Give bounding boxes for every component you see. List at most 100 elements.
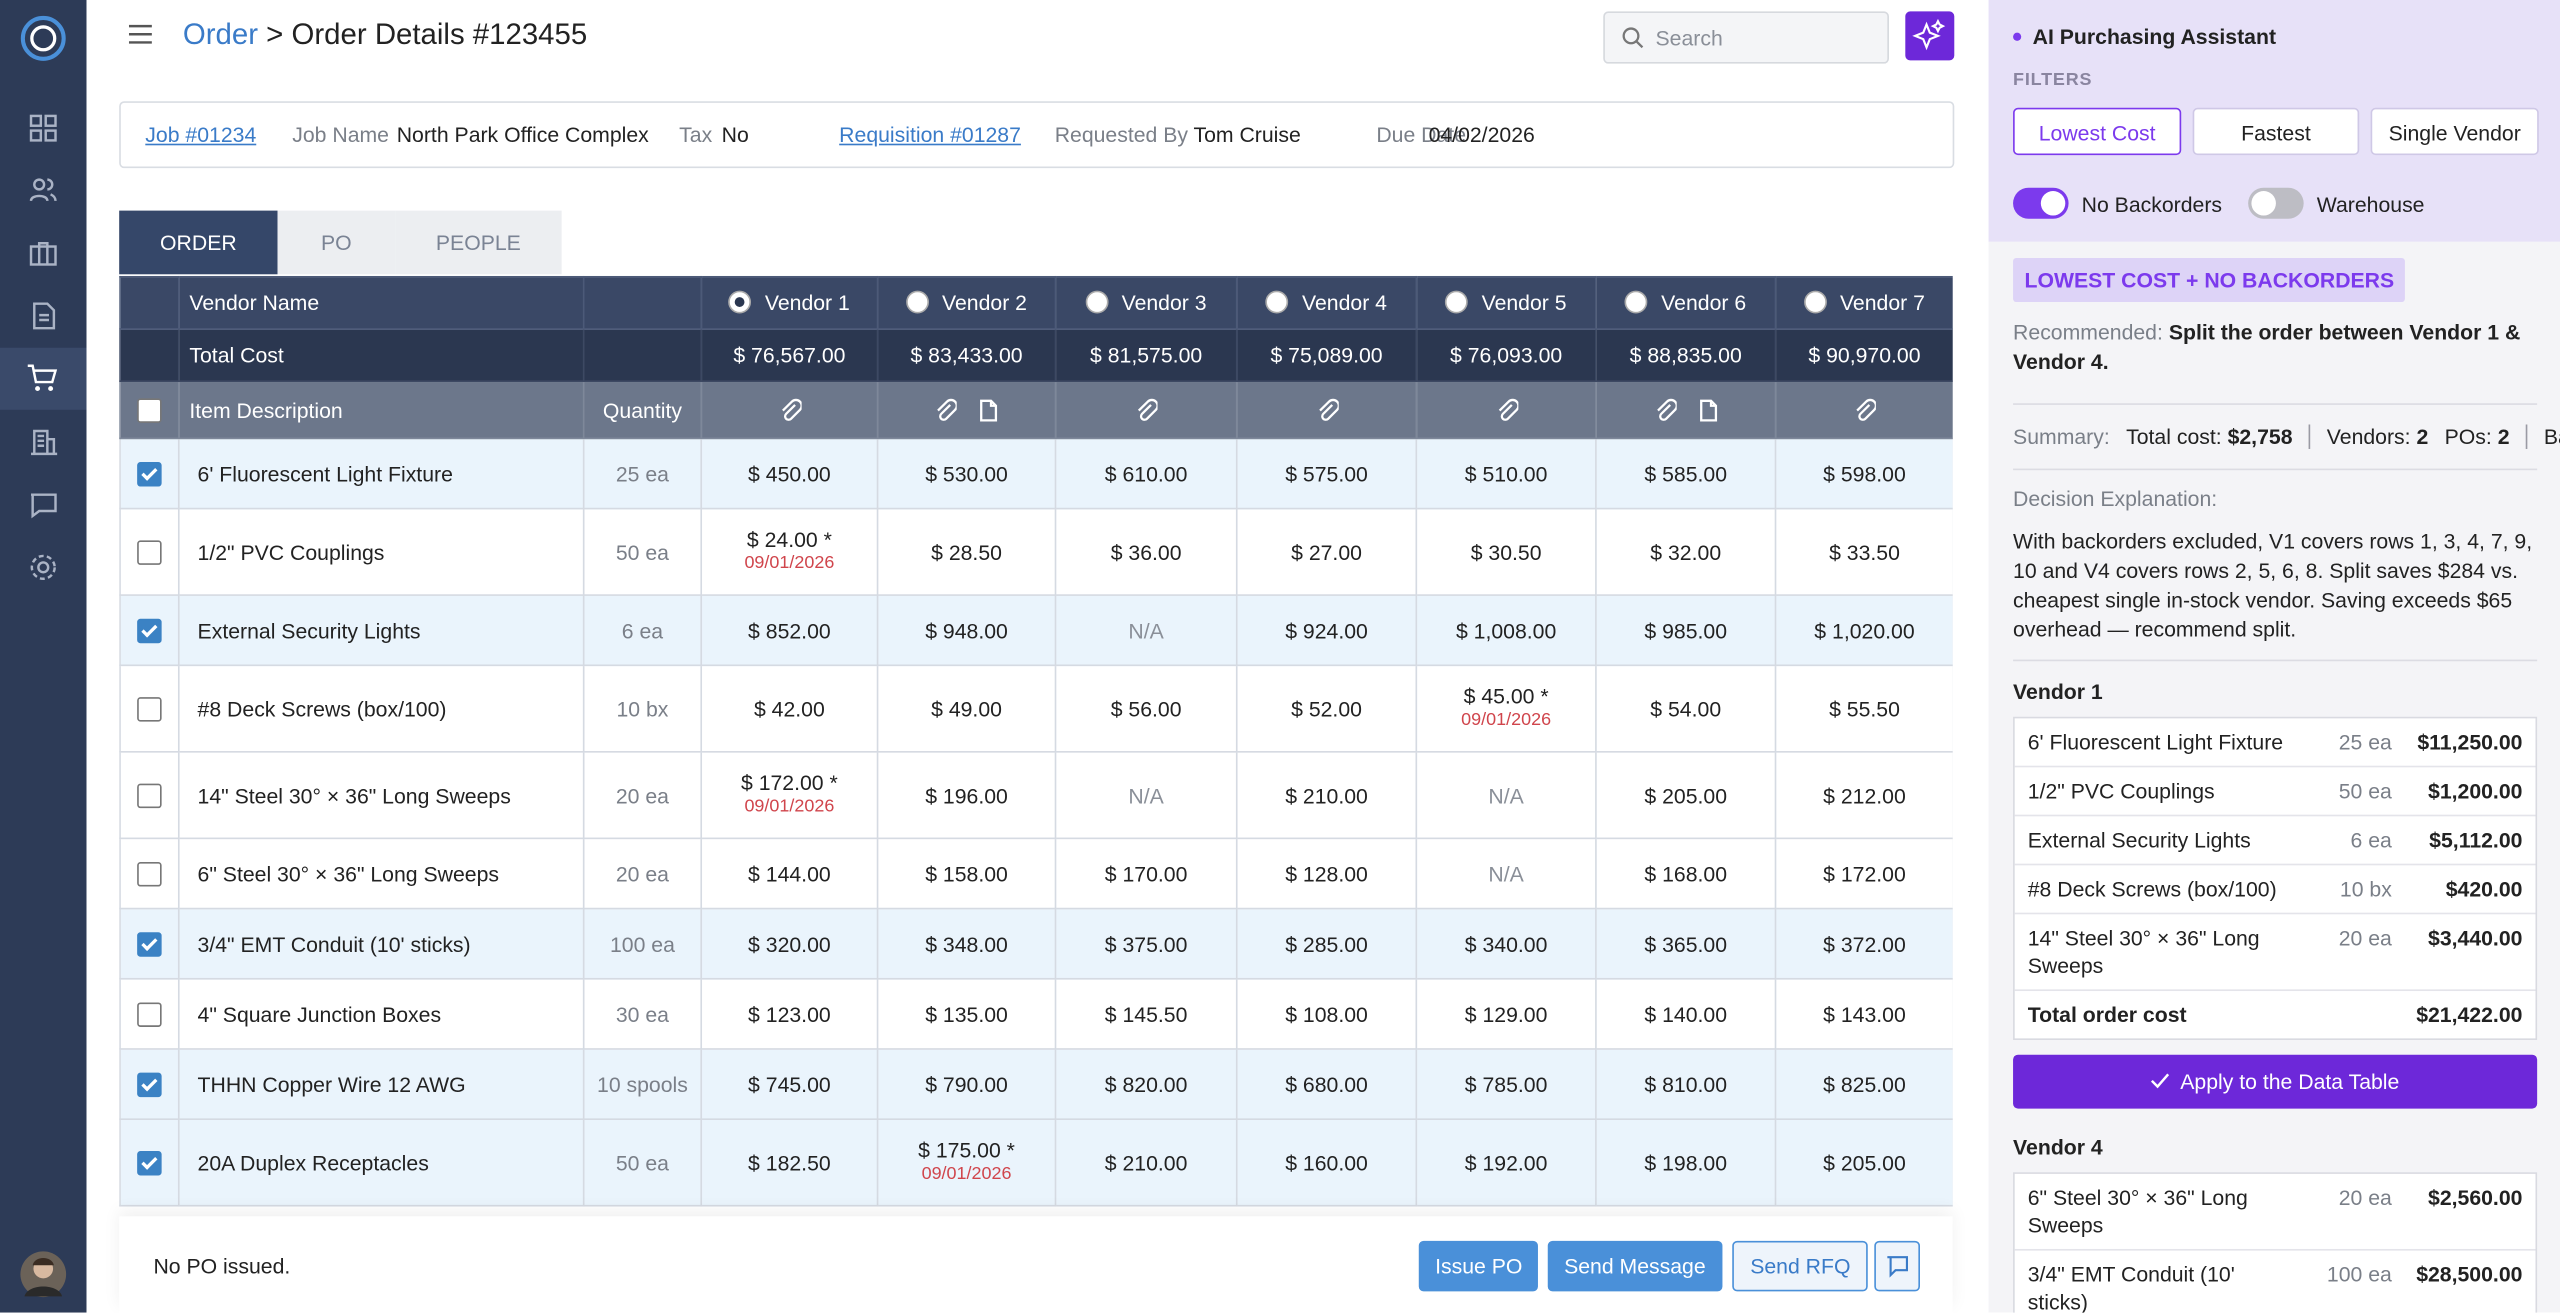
attachment-icon[interactable] bbox=[1315, 398, 1340, 422]
vendor-list: 6" Steel 30° × 36" Long Sweeps 20 ea $2,56… bbox=[2013, 1172, 2538, 1313]
assistant-panel: AI Purchasing Assistant FILTERS LOWEST C… bbox=[1988, 0, 2560, 1313]
tab[interactable]: ORDER bbox=[119, 210, 278, 275]
attachment-cell bbox=[1235, 380, 1418, 440]
toggle[interactable] bbox=[2248, 187, 2304, 219]
list-item-quantity: 20 ea bbox=[2338, 1185, 2392, 1210]
select-all-checkbox[interactable] bbox=[137, 398, 162, 423]
price-cell: $ 56.00 bbox=[1054, 664, 1238, 753]
nav-dashboard[interactable] bbox=[28, 113, 59, 144]
vendor-radio[interactable] bbox=[728, 290, 752, 314]
vendor-radio[interactable] bbox=[1266, 290, 1289, 314]
nav-messages[interactable] bbox=[28, 490, 59, 521]
vendor-total: $ 76,567.00 bbox=[700, 328, 879, 383]
nav-settings[interactable] bbox=[28, 552, 59, 583]
price-cell: $ 36.00 bbox=[1054, 507, 1238, 597]
footer-button[interactable]: Send Message bbox=[1547, 1240, 1723, 1292]
ai-button[interactable] bbox=[1905, 11, 1955, 61]
menu-icon[interactable] bbox=[127, 23, 153, 46]
attachment-icon[interactable] bbox=[778, 398, 802, 422]
quantity: 6 ea bbox=[582, 594, 703, 667]
apply-button[interactable]: Apply to the Data Table bbox=[2013, 1054, 2538, 1109]
price-cell: $ 123.00 bbox=[700, 978, 879, 1050]
row-checkbox[interactable] bbox=[137, 932, 162, 957]
document-icon[interactable] bbox=[976, 398, 999, 422]
row-checkbox[interactable] bbox=[137, 697, 162, 722]
filter-button[interactable]: Lowest Cost bbox=[2013, 107, 2182, 156]
search-box[interactable]: Search bbox=[1603, 11, 1889, 64]
list-item-quantity: 100 ea bbox=[2326, 1262, 2392, 1287]
cell bbox=[119, 507, 180, 597]
cell bbox=[119, 437, 180, 510]
vendor-radio[interactable] bbox=[906, 290, 929, 314]
price-cell: $ 135.00 bbox=[876, 978, 1057, 1050]
price-cell: $ 182.50 bbox=[700, 1118, 879, 1207]
job-link[interactable]: Job #01234 bbox=[145, 122, 257, 147]
list-item-name: External Security Lights bbox=[2027, 827, 2251, 853]
tabs: ORDER PO PEOPLE bbox=[119, 210, 562, 275]
vendor-radio[interactable] bbox=[1085, 290, 1109, 314]
footer-button[interactable]: Send RFQ bbox=[1732, 1240, 1869, 1292]
toggle[interactable] bbox=[2013, 187, 2069, 219]
cell bbox=[119, 1118, 180, 1207]
nav-people[interactable] bbox=[28, 175, 59, 206]
row-checkbox[interactable] bbox=[137, 1072, 162, 1098]
attachment-icon[interactable] bbox=[1135, 398, 1159, 422]
filter-button[interactable]: Single Vendor bbox=[2370, 107, 2539, 156]
vendor-cell: Vendor 2 bbox=[876, 275, 1057, 330]
vendor-radio[interactable] bbox=[1804, 290, 1827, 314]
avatar[interactable] bbox=[20, 1251, 67, 1298]
tax: No bbox=[721, 122, 749, 147]
row-checkbox[interactable] bbox=[137, 862, 162, 887]
price-cell: $ 175.00 * 09/01/2026 bbox=[876, 1118, 1057, 1207]
nav-jobs[interactable] bbox=[28, 238, 59, 269]
row-checkbox[interactable] bbox=[137, 540, 162, 566]
price-cell: $ 340.00 bbox=[1415, 907, 1597, 980]
vendor-total: $ 90,970.00 bbox=[1774, 328, 1953, 383]
row-checkbox[interactable] bbox=[137, 462, 162, 487]
attachment-icon[interactable] bbox=[1495, 398, 1519, 422]
vendor-total: $ 83,433.00 bbox=[876, 328, 1057, 383]
tab[interactable]: PO bbox=[277, 210, 396, 275]
list-item: 14" Steel 30° × 36" Long Sweeps 20 ea $3,4… bbox=[2014, 914, 2536, 992]
nav-buildings[interactable] bbox=[28, 426, 59, 457]
price-cell: $ 128.00 bbox=[1235, 837, 1418, 910]
row-checkbox[interactable] bbox=[137, 783, 162, 809]
price-cell: $ 530.00 bbox=[876, 437, 1057, 510]
nav-orders[interactable] bbox=[0, 347, 87, 410]
vendor-radio[interactable] bbox=[1445, 290, 1469, 314]
vendor-cell: Vendor 5 bbox=[1415, 275, 1597, 330]
quantity: 50 ea bbox=[582, 507, 703, 597]
nav-documents[interactable] bbox=[28, 300, 59, 331]
attachment-icon[interactable] bbox=[1653, 398, 1678, 422]
requisition-link[interactable]: Requisition #01287 bbox=[839, 122, 1021, 147]
header-cell: Item Description bbox=[177, 380, 585, 440]
summary-key: Backorders: bbox=[2543, 424, 2560, 449]
vendor-list: 6' Fluorescent Light Fixture 25 ea $11,250… bbox=[2013, 716, 2538, 1040]
document-icon[interactable] bbox=[1696, 398, 1719, 422]
row-checkbox[interactable] bbox=[137, 618, 162, 644]
summary-item: POs: 2 bbox=[2445, 424, 2510, 448]
breadcrumb-link[interactable]: Order bbox=[182, 17, 258, 51]
cell bbox=[119, 328, 180, 383]
backorder-price: $ 175.00 * bbox=[918, 1138, 1015, 1163]
price-cell: $ 924.00 bbox=[1235, 594, 1418, 667]
price-cell: $ 170.00 bbox=[1054, 837, 1238, 910]
vendor-total: $ 76,093.00 bbox=[1415, 328, 1597, 383]
tab[interactable]: PEOPLE bbox=[395, 210, 562, 275]
price-cell: $ 205.00 bbox=[1595, 751, 1777, 840]
footer-button[interactable]: Issue PO bbox=[1418, 1240, 1539, 1292]
attachment-icon[interactable] bbox=[1853, 398, 1878, 422]
attachment-icon[interactable] bbox=[934, 398, 958, 422]
chat-button[interactable] bbox=[1874, 1240, 1920, 1292]
list-item-name: 1/2" PVC Couplings bbox=[2027, 778, 2215, 804]
item-description: 20A Duplex Receptacles bbox=[177, 1118, 585, 1207]
table-wrap: Vendor Name Vendor 1 Vendor 2 Vendor 3 Vendo… bbox=[119, 275, 1953, 1216]
total-amount: $21,422.00 bbox=[2416, 1002, 2523, 1027]
vendor-name: Vendor 6 bbox=[1661, 290, 1747, 316]
vendor-radio[interactable] bbox=[1625, 290, 1649, 314]
price-cell: $ 172.00 bbox=[1774, 837, 1953, 910]
filter-button[interactable]: Fastest bbox=[2192, 107, 2360, 156]
row-checkbox[interactable] bbox=[137, 1002, 162, 1028]
price-cell: $ 45.00 * 09/01/2026 bbox=[1415, 664, 1597, 753]
row-checkbox[interactable] bbox=[137, 1151, 162, 1176]
